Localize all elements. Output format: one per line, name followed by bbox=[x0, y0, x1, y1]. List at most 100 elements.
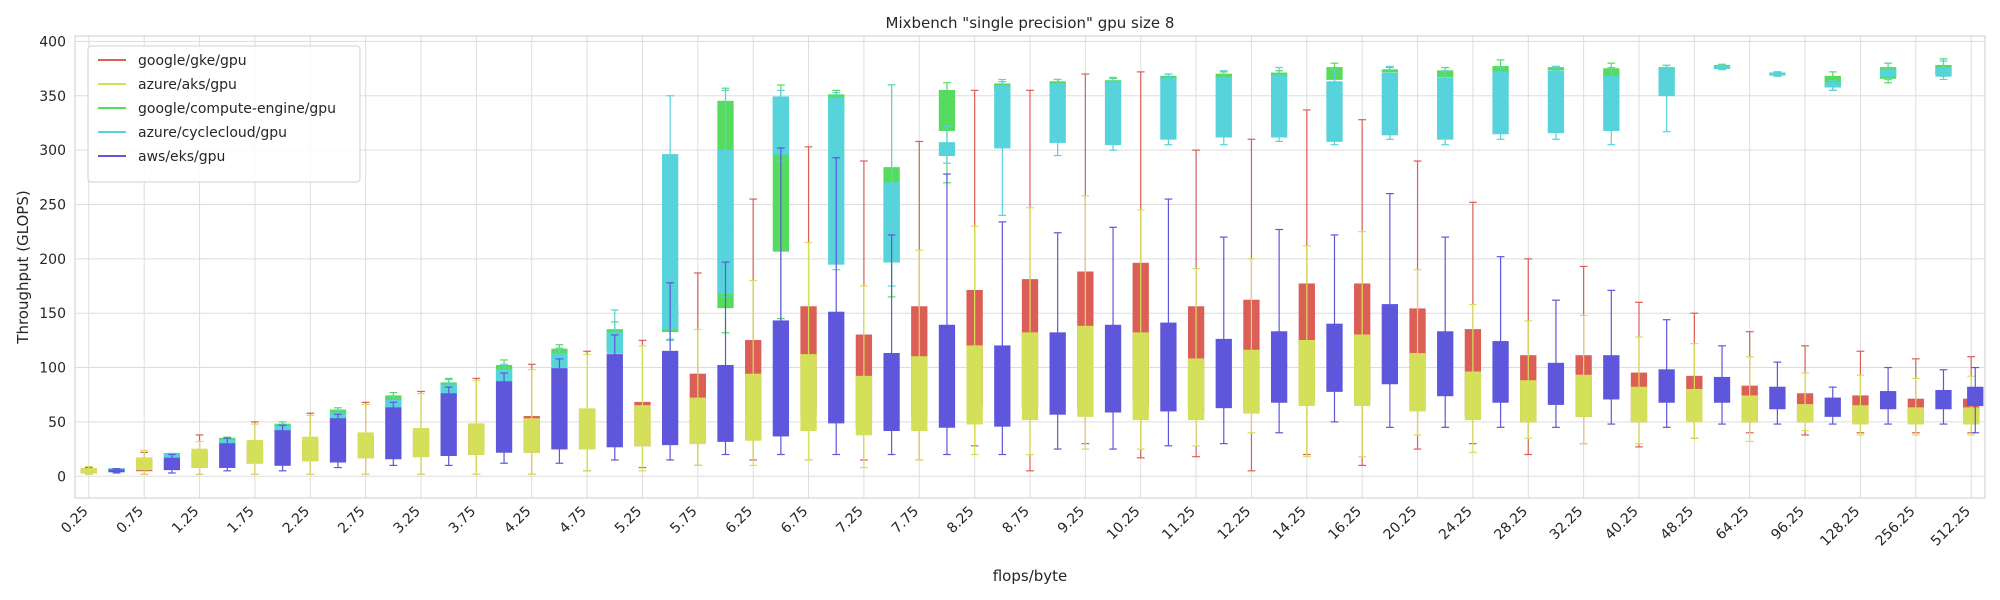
box-iqr bbox=[911, 356, 928, 432]
box-aws-eks-gpu bbox=[551, 358, 568, 464]
box-iqr bbox=[938, 324, 956, 428]
box-iqr bbox=[606, 354, 623, 448]
box-iqr bbox=[1021, 332, 1039, 421]
box-azure-aks-gpu bbox=[468, 379, 485, 475]
x-tick-label: 11.25 bbox=[1159, 504, 1199, 544]
box-iqr bbox=[163, 457, 181, 471]
box-iqr bbox=[274, 430, 291, 466]
box-aws-eks-gpu bbox=[1160, 198, 1177, 447]
box-azure-cyclecloud-gpu bbox=[1270, 66, 1288, 143]
y-tick-label: 0 bbox=[57, 469, 66, 485]
box-azure-cyclecloud-gpu bbox=[1713, 64, 1731, 71]
box-iqr bbox=[578, 408, 596, 450]
box-azure-aks-gpu bbox=[412, 393, 430, 475]
box-aws-eks-gpu bbox=[1967, 366, 1984, 434]
x-ticks: 0.25 0.75 1.25 1.75 2.25 2.75 3.25 3.75 4.25 4.75… bbox=[58, 504, 1974, 550]
box-azure-aks-gpu bbox=[1464, 303, 1482, 453]
x-tick-label: 128.25 bbox=[1817, 504, 1863, 550]
box-azure-aks-gpu bbox=[1796, 372, 1814, 432]
box-aws-eks-gpu bbox=[661, 282, 679, 461]
y-ticks: 0 50 100 150 200 250 300 350 400 bbox=[39, 34, 66, 485]
box-azure-cyclecloud-gpu bbox=[1658, 64, 1675, 133]
box-iqr bbox=[1492, 341, 1509, 403]
box-iqr bbox=[634, 405, 651, 447]
box-iqr bbox=[1381, 304, 1399, 385]
box-aws-eks-gpu bbox=[1326, 234, 1343, 423]
box-aws-eks-gpu bbox=[938, 173, 956, 456]
box-iqr bbox=[1935, 389, 1952, 410]
box-iqr bbox=[772, 96, 790, 155]
x-tick-label: 40.25 bbox=[1602, 504, 1642, 544]
box-iqr bbox=[1603, 75, 1620, 131]
box-aws-eks-gpu bbox=[1658, 319, 1675, 428]
box-iqr bbox=[136, 457, 153, 471]
x-tick-label: 6.25 bbox=[723, 504, 756, 537]
box-azure-aks-gpu bbox=[1686, 343, 1703, 439]
box-azure-aks-gpu bbox=[1520, 320, 1537, 439]
box-azure-aks-gpu bbox=[191, 440, 208, 475]
box-iqr bbox=[1049, 332, 1066, 415]
x-tick-label: 4.25 bbox=[501, 504, 534, 537]
box-aws-eks-gpu bbox=[1935, 369, 1952, 425]
x-tick-label: 2.25 bbox=[280, 504, 313, 537]
box-azure-cyclecloud-gpu bbox=[1160, 73, 1177, 146]
box-aws-eks-gpu bbox=[1215, 236, 1232, 445]
box-iqr bbox=[717, 364, 734, 442]
box-azure-aks-gpu bbox=[1354, 231, 1371, 458]
box-azure-aks-gpu bbox=[1575, 314, 1592, 445]
box-azure-cyclecloud-gpu bbox=[1824, 79, 1841, 91]
box-aws-eks-gpu bbox=[1104, 226, 1122, 450]
box-iqr bbox=[745, 373, 762, 441]
x-tick-label: 1.25 bbox=[169, 504, 202, 537]
legend-label: google/gke/gpu bbox=[138, 53, 247, 69]
x-tick-label: 16.25 bbox=[1325, 504, 1365, 544]
box-iqr bbox=[1575, 374, 1592, 417]
box-iqr bbox=[1437, 77, 1454, 140]
x-tick-label: 24.25 bbox=[1436, 504, 1476, 544]
legend-box bbox=[87, 45, 361, 183]
legend-label: azure/aks/gpu bbox=[138, 77, 237, 93]
x-tick-label: 7.25 bbox=[833, 504, 866, 537]
box-azure-cyclecloud-gpu bbox=[994, 78, 1011, 216]
legend-entry: azure/cyclecloud/gpu bbox=[98, 125, 287, 141]
box-iqr bbox=[966, 345, 983, 425]
x-tick-label: 3.75 bbox=[446, 504, 479, 537]
box-azure-aks-gpu bbox=[855, 285, 873, 469]
box-azure-aks-gpu bbox=[1907, 377, 1924, 436]
legend-label: aws/eks/gpu bbox=[138, 149, 225, 165]
x-tick-label: 0.25 bbox=[58, 504, 91, 537]
box-iqr bbox=[495, 381, 513, 453]
box-iqr bbox=[1492, 71, 1509, 135]
box-aws-eks-gpu bbox=[274, 424, 291, 472]
x-tick-label: 48.25 bbox=[1658, 504, 1698, 544]
y-tick-label: 200 bbox=[39, 252, 66, 268]
box-aws-eks-gpu bbox=[1381, 193, 1399, 428]
box-iqr bbox=[1270, 331, 1288, 403]
legend-entry: google/gke/gpu bbox=[98, 53, 247, 69]
y-tick-label: 350 bbox=[39, 89, 66, 105]
box-iqr bbox=[1354, 334, 1371, 406]
x-tick-label: 96.25 bbox=[1768, 504, 1808, 544]
box-iqr bbox=[1852, 405, 1869, 425]
box-iqr bbox=[1243, 349, 1260, 414]
x-tick-label: 10.25 bbox=[1104, 504, 1144, 544]
box-aws-eks-gpu bbox=[1049, 232, 1066, 450]
box-iqr bbox=[1215, 76, 1232, 138]
x-tick-label: 20.25 bbox=[1381, 504, 1421, 544]
box-azure-aks-gpu bbox=[246, 423, 264, 475]
box-iqr bbox=[1104, 81, 1122, 146]
y-tick-label: 250 bbox=[39, 197, 66, 213]
box-azure-aks-gpu bbox=[578, 353, 596, 472]
box-azure-aks-gpu bbox=[1021, 207, 1039, 456]
box-iqr bbox=[1967, 386, 1984, 406]
box-iqr bbox=[523, 418, 540, 453]
box-iqr bbox=[1077, 325, 1094, 417]
box-iqr bbox=[1160, 77, 1177, 140]
box-iqr bbox=[1464, 371, 1482, 421]
box-iqr bbox=[994, 345, 1011, 427]
box-aws-eks-gpu bbox=[495, 372, 513, 464]
box-azure-aks-gpu bbox=[1243, 258, 1260, 434]
box-azure-aks-gpu bbox=[80, 465, 97, 475]
box-iqr bbox=[1104, 324, 1122, 413]
